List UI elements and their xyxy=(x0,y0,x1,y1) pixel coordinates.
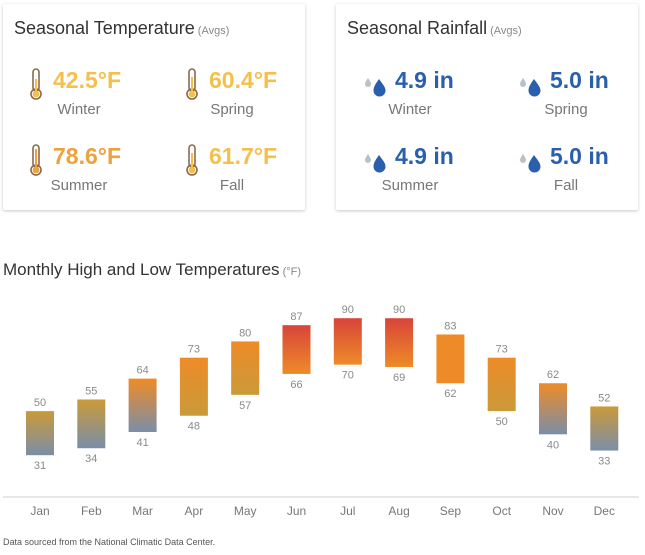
low-label-dec: 33 xyxy=(598,456,610,468)
month-label-jan: Jan xyxy=(30,504,49,518)
temp-stat-fall: 61.7°F Fall xyxy=(184,143,324,203)
month-label-may: May xyxy=(234,504,257,518)
low-label-jan: 31 xyxy=(34,460,46,472)
month-label-sep: Sep xyxy=(440,504,462,518)
month-label-feb: Feb xyxy=(81,504,102,518)
low-label-nov: 40 xyxy=(547,439,559,451)
range-bar-may xyxy=(231,341,260,395)
temp-label-spring: Spring xyxy=(210,101,254,118)
rain-value-spring: 5.0 in xyxy=(550,67,609,93)
month-label-jul: Jul xyxy=(340,504,355,518)
range-bar-sep xyxy=(436,334,465,384)
low-label-oct: 50 xyxy=(496,416,508,428)
high-label-jul: 90 xyxy=(342,304,354,316)
temp-value-spring: 60.4°F xyxy=(209,67,278,93)
month-label-aug: Aug xyxy=(388,504,409,518)
rainfall-card-title: Seasonal Rainfall (Avgs) xyxy=(347,18,522,38)
low-label-apr: 48 xyxy=(188,421,200,433)
high-label-jun: 87 xyxy=(290,311,302,323)
range-bar-apr xyxy=(179,357,208,416)
range-bar-nov xyxy=(539,383,567,435)
month-label-dec: Dec xyxy=(594,504,615,518)
high-label-jan: 50 xyxy=(34,397,46,409)
rain-stat-summer: 4.9 in Summer xyxy=(363,143,503,203)
chart-unit: (°F) xyxy=(282,266,302,278)
rain-label-summer: Summer xyxy=(381,177,439,194)
high-label-feb: 55 xyxy=(85,385,97,397)
thermometer-icon xyxy=(28,143,44,182)
high-label-sep: 83 xyxy=(444,320,456,332)
range-bar-jul xyxy=(333,318,362,365)
rain-stat-winter: 4.9 in Winter xyxy=(363,67,503,127)
month-label-nov: Nov xyxy=(542,504,563,518)
chart-title: Monthly High and Low Temperatures (°F) xyxy=(3,260,302,279)
high-label-dec: 52 xyxy=(598,392,610,404)
low-label-jul: 70 xyxy=(342,370,354,382)
rainfall-card-subtitle: (Avgs) xyxy=(490,25,522,37)
rain-label-winter: Winter xyxy=(388,101,432,118)
low-label-sep: 62 xyxy=(444,388,456,400)
temp-value-winter: 42.5°F xyxy=(53,67,122,93)
low-label-may: 57 xyxy=(239,400,251,412)
low-label-mar: 41 xyxy=(136,437,148,449)
temperature-card-subtitle: (Avgs) xyxy=(197,25,230,37)
thermometer-icon xyxy=(28,67,44,106)
seasonal-rainfall-card: Seasonal Rainfall (Avgs) 4.9 in Winter 5.… xyxy=(336,4,638,210)
rain-value-summer: 4.9 in xyxy=(395,143,454,169)
rain-value-winter: 4.9 in xyxy=(395,67,454,93)
temp-label-summer: Summer xyxy=(50,177,108,194)
temp-stat-summer: 78.6°F Summer xyxy=(28,143,168,203)
high-label-may: 80 xyxy=(239,327,251,339)
rain-label-fall: Fall xyxy=(553,177,579,194)
thermometer-icon xyxy=(184,67,200,106)
raindrops-icon xyxy=(518,67,544,106)
thermometer-icon xyxy=(184,143,200,182)
range-bar-jun xyxy=(282,325,311,374)
month-label-oct: Oct xyxy=(492,504,511,518)
low-label-jun: 66 xyxy=(290,379,302,391)
high-label-aug: 90 xyxy=(393,304,405,316)
high-label-apr: 73 xyxy=(188,344,200,356)
month-label-mar: Mar xyxy=(132,504,153,518)
range-bar-aug xyxy=(385,318,414,367)
rain-stat-fall: 5.0 in Fall xyxy=(518,143,645,203)
low-label-aug: 69 xyxy=(393,372,405,384)
range-bar-jan xyxy=(26,411,54,456)
raindrops-icon xyxy=(363,143,389,182)
high-label-nov: 62 xyxy=(547,369,559,381)
temp-value-fall: 61.7°F xyxy=(209,143,278,169)
low-label-feb: 34 xyxy=(85,453,97,465)
seasonal-temperature-card: Seasonal Temperature (Avgs) 42.5°F Winter… xyxy=(3,4,305,210)
raindrops-icon xyxy=(363,67,389,106)
temp-value-summer: 78.6°F xyxy=(53,143,122,169)
data-source-note: Data sourced from the National Climatic … xyxy=(3,537,216,547)
range-bar-mar xyxy=(128,378,157,432)
temperature-range-chart: 50 31 Jan 55 34 Feb 64 41 Mar 73 48 Apr 80 57 May 87 66 J… xyxy=(3,304,639,518)
range-bar-oct xyxy=(487,357,516,412)
temp-label-winter: Winter xyxy=(57,101,101,118)
month-label-jun: Jun xyxy=(287,504,306,518)
rain-value-fall: 5.0 in xyxy=(550,143,609,169)
high-label-mar: 64 xyxy=(136,365,148,377)
rain-stat-spring: 5.0 in Spring xyxy=(518,67,645,127)
range-bar-feb xyxy=(77,399,106,449)
temp-label-fall: Fall xyxy=(219,177,245,194)
raindrops-icon xyxy=(518,143,544,182)
temp-stat-spring: 60.4°F Spring xyxy=(184,67,324,127)
high-label-oct: 73 xyxy=(496,344,508,356)
temp-stat-winter: 42.5°F Winter xyxy=(28,67,168,127)
range-bar-dec xyxy=(590,406,619,451)
rain-label-spring: Spring xyxy=(544,101,588,118)
month-label-apr: Apr xyxy=(185,504,204,518)
temperature-card-title: Seasonal Temperature (Avgs) xyxy=(14,18,230,38)
